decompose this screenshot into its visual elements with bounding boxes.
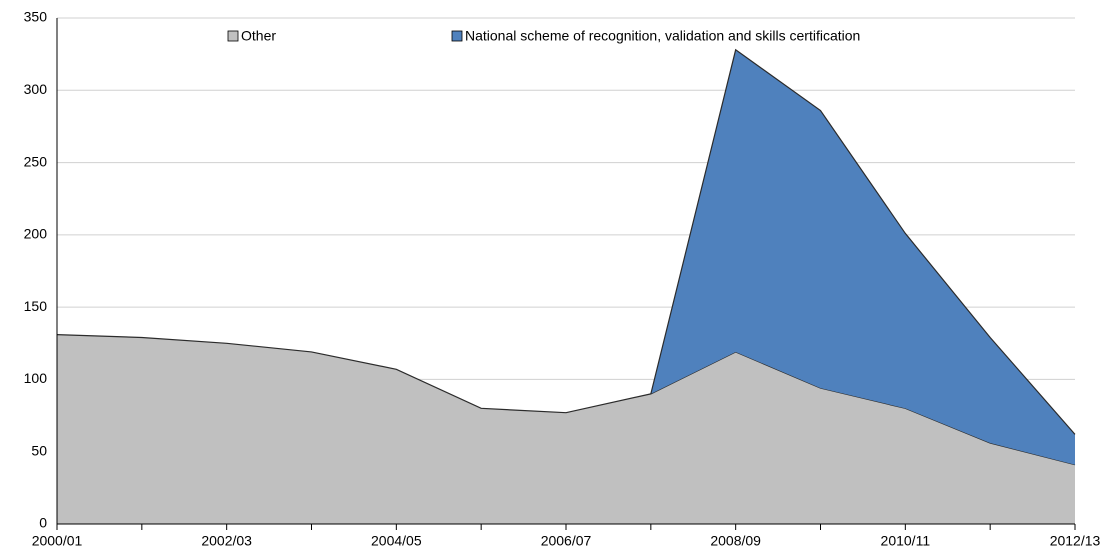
area-outline <box>56 334 1076 466</box>
legend-swatch <box>451 30 463 42</box>
x-tick-label: 2004/05 <box>371 533 422 549</box>
y-tick-label: 0 <box>39 515 47 531</box>
area-outline <box>650 48 1076 435</box>
y-tick-label: 100 <box>24 370 48 386</box>
legend-label: Other <box>241 28 276 44</box>
x-tick-label: 2006/07 <box>541 533 592 549</box>
legend-swatch <box>227 30 239 42</box>
y-tick-label: 150 <box>24 298 48 314</box>
area <box>57 334 1075 524</box>
x-tick-label: 2010/11 <box>881 533 931 549</box>
y-tick-label: 350 <box>24 9 48 25</box>
y-tick-label: 50 <box>31 442 47 458</box>
x-tick-label: 2012/13 <box>1050 533 1101 549</box>
y-tick-label: 200 <box>24 226 48 242</box>
x-tick-label: 2000/01 <box>32 533 83 549</box>
x-tick-label: 2008/09 <box>710 533 761 549</box>
y-tick-label: 300 <box>24 81 48 97</box>
area <box>650 49 1075 465</box>
x-tick-label: 2002/03 <box>201 533 252 549</box>
y-tick-label: 250 <box>24 153 48 169</box>
legend-label: National scheme of recognition, validati… <box>465 28 860 44</box>
